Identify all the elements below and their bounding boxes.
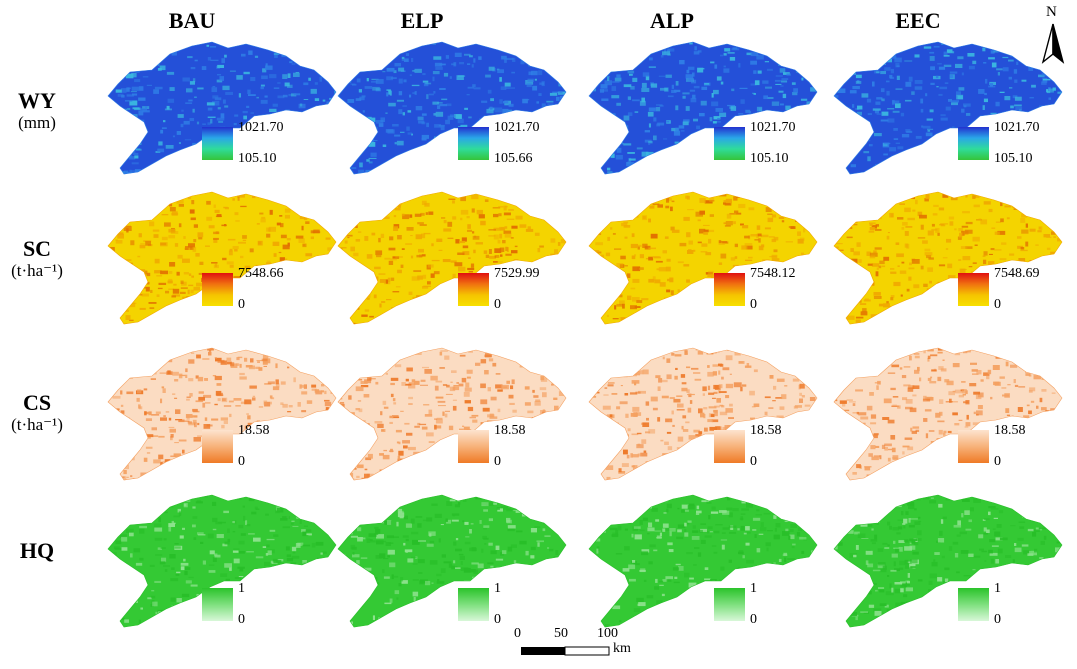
scale-tick-0: 0 bbox=[514, 626, 521, 641]
scale-bar: 0 50 100 km bbox=[500, 626, 650, 662]
scale-unit: km bbox=[613, 641, 631, 656]
map-hq-elp bbox=[322, 485, 582, 635]
row-header-hq: HQ bbox=[6, 540, 68, 562]
column-header-eec: EEC bbox=[895, 8, 941, 33]
row-label: WY bbox=[18, 88, 56, 113]
legend-ramp-hq-elp bbox=[458, 588, 489, 621]
legend-max-cs-elp: 18.58 bbox=[494, 423, 526, 438]
row-header-sc: SC (t·ha⁻¹) bbox=[6, 236, 68, 280]
column-header-elp: ELP bbox=[400, 8, 444, 33]
scale-bar-graphic bbox=[521, 646, 610, 656]
legend-min-sc-elp: 0 bbox=[494, 297, 501, 312]
legend-ramp-sc-elp bbox=[458, 273, 489, 306]
legend-ramp-wy-alp bbox=[714, 127, 745, 160]
map-cs-elp bbox=[322, 338, 582, 488]
legend-min-cs-alp: 0 bbox=[750, 454, 757, 469]
north-label: N bbox=[1046, 4, 1057, 20]
legend-min-hq-alp: 0 bbox=[750, 612, 757, 627]
row-header-wy: WY (mm) bbox=[6, 88, 68, 132]
map-cs-alp bbox=[573, 338, 833, 488]
row-label: SC bbox=[22, 236, 52, 261]
legend-min-sc-eec: 0 bbox=[994, 297, 1001, 312]
north-arrow: N bbox=[1040, 4, 1066, 64]
legend-max-hq-alp: 1 bbox=[750, 581, 757, 596]
legend-max-sc-elp: 7529.99 bbox=[494, 266, 540, 281]
row-header-cs: CS (t·ha⁻¹) bbox=[6, 390, 68, 434]
map-sc-elp bbox=[322, 182, 582, 332]
legend-ramp-sc-alp bbox=[714, 273, 745, 306]
row-label: CS bbox=[22, 390, 52, 415]
row-label: HQ bbox=[19, 538, 55, 563]
legend-max-sc-bau: 7548.66 bbox=[238, 266, 284, 281]
map-hq-alp bbox=[573, 485, 833, 635]
legend-min-wy-bau: 105.10 bbox=[238, 151, 277, 166]
map-wy-alp bbox=[573, 32, 833, 182]
column-header-alp: ALP bbox=[650, 8, 694, 33]
map-wy-bau bbox=[92, 32, 352, 182]
legend-max-hq-elp: 1 bbox=[494, 581, 501, 596]
legend-max-sc-eec: 7548.69 bbox=[994, 266, 1040, 281]
row-unit: (t·ha⁻¹) bbox=[11, 415, 63, 434]
row-unit: (t·ha⁻¹) bbox=[11, 261, 63, 280]
legend-ramp-cs-bau bbox=[202, 430, 233, 463]
legend-max-hq-bau: 1 bbox=[238, 581, 245, 596]
map-sc-bau bbox=[92, 182, 352, 332]
legend-max-wy-elp: 1021.70 bbox=[494, 120, 540, 135]
legend-max-wy-alp: 1021.70 bbox=[750, 120, 796, 135]
legend-max-wy-eec: 1021.70 bbox=[994, 120, 1040, 135]
legend-min-hq-elp: 0 bbox=[494, 612, 501, 627]
legend-max-cs-eec: 18.58 bbox=[994, 423, 1026, 438]
legend-min-hq-eec: 0 bbox=[994, 612, 1001, 627]
legend-min-sc-alp: 0 bbox=[750, 297, 757, 312]
north-arrow-icon bbox=[1041, 23, 1065, 64]
legend-min-cs-bau: 0 bbox=[238, 454, 245, 469]
scale-tick-50: 50 bbox=[554, 626, 568, 641]
legend-max-sc-alp: 7548.12 bbox=[750, 266, 796, 281]
map-cs-bau bbox=[92, 338, 352, 488]
legend-ramp-cs-elp bbox=[458, 430, 489, 463]
legend-max-wy-bau: 1021.70 bbox=[238, 120, 284, 135]
column-header-bau: BAU bbox=[168, 8, 216, 33]
legend-min-wy-elp: 105.66 bbox=[494, 151, 533, 166]
legend-ramp-cs-eec bbox=[958, 430, 989, 463]
legend-max-cs-bau: 18.58 bbox=[238, 423, 270, 438]
row-unit: (mm) bbox=[18, 113, 56, 132]
map-hq-eec bbox=[818, 485, 1077, 635]
legend-ramp-wy-elp bbox=[458, 127, 489, 160]
legend-ramp-sc-eec bbox=[958, 273, 989, 306]
legend-ramp-wy-bau bbox=[202, 127, 233, 160]
legend-ramp-hq-bau bbox=[202, 588, 233, 621]
legend-min-wy-alp: 105.10 bbox=[750, 151, 789, 166]
legend-ramp-hq-eec bbox=[958, 588, 989, 621]
legend-min-hq-bau: 0 bbox=[238, 612, 245, 627]
legend-ramp-sc-bau bbox=[202, 273, 233, 306]
map-wy-elp bbox=[322, 32, 582, 182]
legend-ramp-hq-alp bbox=[714, 588, 745, 621]
legend-ramp-wy-eec bbox=[958, 127, 989, 160]
scale-tick-100: 100 bbox=[597, 626, 618, 641]
map-sc-alp bbox=[573, 182, 833, 332]
legend-max-hq-eec: 1 bbox=[994, 581, 1001, 596]
legend-min-cs-eec: 0 bbox=[994, 454, 1001, 469]
map-sc-eec bbox=[818, 182, 1077, 332]
legend-min-sc-bau: 0 bbox=[238, 297, 245, 312]
map-wy-eec bbox=[818, 32, 1077, 182]
map-cs-eec bbox=[818, 338, 1077, 488]
legend-min-wy-eec: 105.10 bbox=[994, 151, 1033, 166]
legend-max-cs-alp: 18.58 bbox=[750, 423, 782, 438]
legend-ramp-cs-alp bbox=[714, 430, 745, 463]
legend-min-cs-elp: 0 bbox=[494, 454, 501, 469]
